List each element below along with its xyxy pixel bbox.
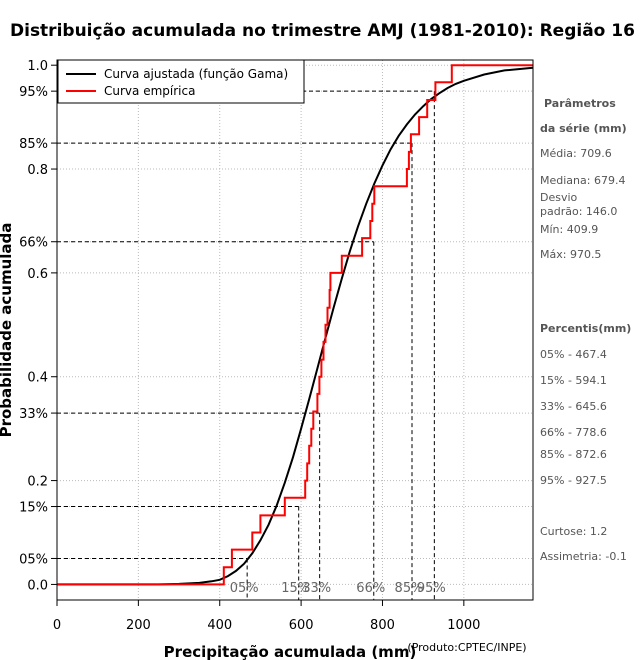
percentile-label: 15% — [281, 581, 310, 596]
percentil-85: 85% - 872.6 — [540, 448, 607, 461]
legend-label-fitted: Curva ajustada (função Gama) — [104, 67, 288, 81]
stat-max: Máx: 970.5 — [540, 248, 601, 261]
legend-box — [57, 59, 305, 104]
legend: Curva ajustada (função Gama) Curva empír… — [57, 59, 305, 104]
percentil-15: 15% - 594.1 — [540, 374, 607, 387]
x-tick-label: 600 — [289, 618, 314, 633]
y-tick-label: 0.4 — [27, 371, 48, 386]
y-tick-label: 0.2 — [27, 475, 48, 490]
percentil-33: 33% - 645.6 — [540, 400, 607, 413]
percentil-95: 95% - 927.5 — [540, 474, 607, 487]
x-tick-label: 0 — [53, 618, 61, 633]
stats-panel: Parâmetros da série (mm) Média: 709.6 Me… — [540, 97, 631, 563]
credit-text: (Produto:CPTEC/INPE) — [407, 641, 526, 654]
y-tick-label: 0.6 — [27, 267, 48, 282]
stat-curtose: Curtose: 1.2 — [540, 525, 607, 538]
x-tick-label: 800 — [370, 618, 395, 633]
y-tick-label: 85% — [19, 137, 48, 152]
stat-mediana: Mediana: 679.4 — [540, 174, 625, 187]
grid — [56, 60, 533, 600]
y-tick-label: 1.0 — [27, 59, 48, 74]
percentile-guides: 05% 15%33% 66% 85%95% — [57, 90, 446, 600]
y-axis-label: Probabilidade acumulada — [0, 223, 15, 438]
stat-media: Média: 709.6 — [540, 147, 612, 160]
empirical-curve-line — [57, 64, 533, 586]
y-tick-label: 0.0 — [27, 578, 48, 593]
percentile-label: 66% — [356, 581, 385, 596]
stat-assimetria: Assimetria: -0.1 — [540, 550, 627, 563]
params-title-1: Parâmetros — [544, 97, 616, 110]
percentile-label: 33% — [302, 581, 331, 596]
series-layer — [57, 64, 534, 586]
x-tick-label: 200 — [126, 618, 151, 633]
y-tick-label: 05% — [19, 552, 48, 567]
y-tick-label: 15% — [19, 501, 48, 516]
chart-title: Distribuição acumulada no trimestre AMJ … — [10, 21, 635, 41]
plot-frame — [56, 59, 534, 601]
percentil-05: 05% - 467.4 — [540, 348, 607, 361]
x-axis: 0 200 400 600 800 1000 — [53, 600, 480, 633]
percentis-title: Percentis(mm) — [540, 322, 631, 335]
percentil-66: 66% - 778.6 — [540, 426, 607, 439]
y-tick-label: 33% — [19, 407, 48, 422]
x-tick-label: 400 — [207, 618, 232, 633]
fitted-gamma-curve-line — [57, 66, 534, 586]
stat-min: Mín: 409.9 — [540, 223, 598, 236]
y-tick-label: 66% — [19, 236, 48, 251]
params-title-2: da série (mm) — [540, 122, 627, 135]
percentile-label: 05% — [230, 581, 259, 596]
y-axis: 0.0 05% 15% 0.2 33% 0.4 0.6 66% 0.8 85% 95% 1.0 — [19, 59, 57, 593]
x-tick-label: 1000 — [447, 618, 480, 633]
legend-label-empirical: Curva empírica — [104, 84, 195, 98]
percentile-label: 95% — [417, 581, 446, 596]
stat-desvio-2: padrão: 146.0 — [540, 205, 617, 218]
x-axis-label: Precipitação acumulada (mm) — [164, 643, 417, 660]
stat-desvio-1: Desvio — [540, 191, 578, 204]
y-tick-label: 0.8 — [27, 163, 48, 178]
y-tick-label: 95% — [19, 85, 48, 100]
percentile-label: 85% — [395, 581, 424, 596]
